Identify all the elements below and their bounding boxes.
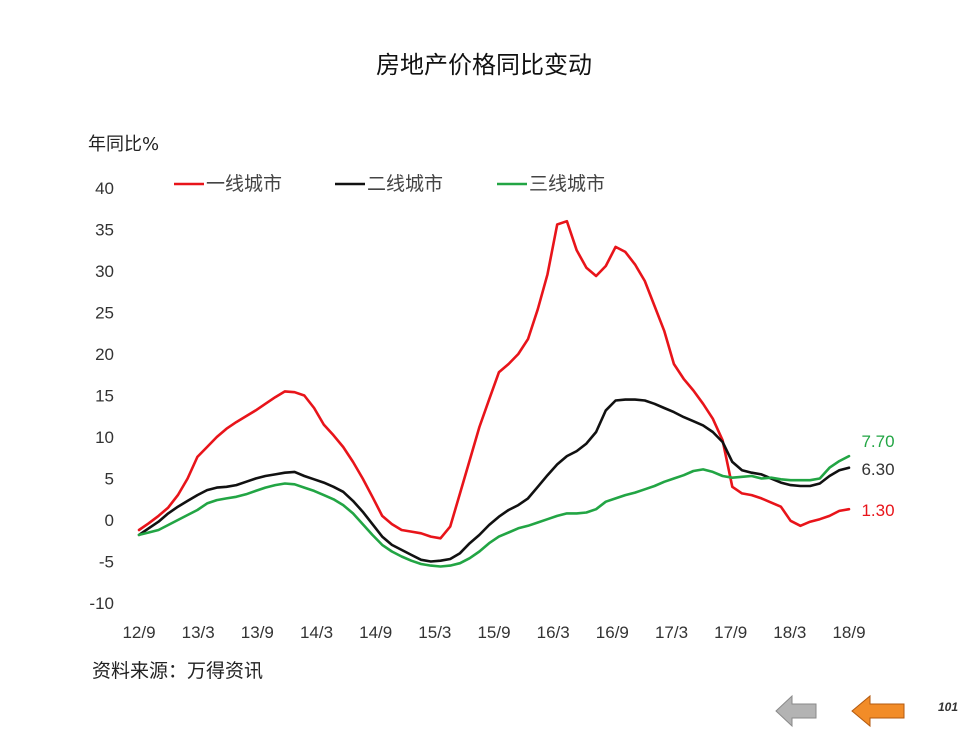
y-tick-label: 40 [95, 179, 114, 198]
x-tick-label: 18/3 [773, 623, 806, 642]
y-tick-label: 15 [95, 387, 114, 406]
y-tick-label: 20 [95, 345, 114, 364]
x-tick-label: 17/9 [714, 623, 747, 642]
legend-label: 二线城市 [367, 173, 443, 195]
left-arrow-icon [775, 694, 817, 728]
series-line [137, 454, 851, 568]
x-tick-label: 14/9 [359, 623, 392, 642]
series-line [137, 219, 851, 540]
x-tick-label: 16/9 [596, 623, 629, 642]
y-tick-label: 5 [105, 470, 114, 489]
left-arrow-icon [851, 694, 905, 728]
y-axis-label: 年同比% [88, 134, 159, 155]
x-tick-label: 17/3 [655, 623, 688, 642]
y-tick-label: -5 [99, 553, 114, 572]
x-tick-label: 16/3 [537, 623, 570, 642]
y-tick-label: 10 [95, 428, 114, 447]
source-note: 资料来源：万得资讯 [92, 660, 264, 682]
legend-label: 一线城市 [206, 173, 282, 195]
series-lines [137, 219, 851, 568]
page-number: 101 [937, 700, 958, 714]
x-tick-label: 15/3 [418, 623, 451, 642]
x-tick-label: 15/9 [477, 623, 510, 642]
y-tick-label: 35 [95, 221, 114, 240]
legend-label: 三线城市 [529, 173, 605, 195]
x-tick-label: 13/9 [241, 623, 274, 642]
series-end-labels: 1.30 6.30 7.70 [861, 432, 894, 520]
x-tick-label: 14/3 [300, 623, 333, 642]
y-tick-label: 30 [95, 262, 114, 281]
x-axis-ticks: 12/9 13/3 13/9 14/3 14/9 15/3 15/9 16/3 16/9 17/3… [122, 623, 865, 642]
y-axis-ticks: -10 -5 0 5 10 15 20 25 30 35 40 [89, 179, 114, 613]
series-end-label: 7.70 [861, 432, 894, 451]
next-page-button[interactable] [850, 694, 906, 732]
series-line [137, 398, 851, 563]
previous-page-button[interactable] [774, 694, 818, 732]
series-end-label: 6.30 [861, 460, 894, 479]
x-tick-label: 18/9 [832, 623, 865, 642]
x-tick-label: 13/3 [182, 623, 215, 642]
x-tick-label: 12/9 [122, 623, 155, 642]
chart-legend: 一线城市 二线城市 三线城市 [174, 173, 605, 195]
y-tick-label: 0 [105, 511, 114, 530]
series-end-label: 1.30 [861, 501, 894, 520]
y-tick-label: 25 [95, 304, 114, 323]
chart-title: 房地产价格同比变动 [376, 51, 592, 79]
y-tick-label: -10 [89, 594, 114, 613]
